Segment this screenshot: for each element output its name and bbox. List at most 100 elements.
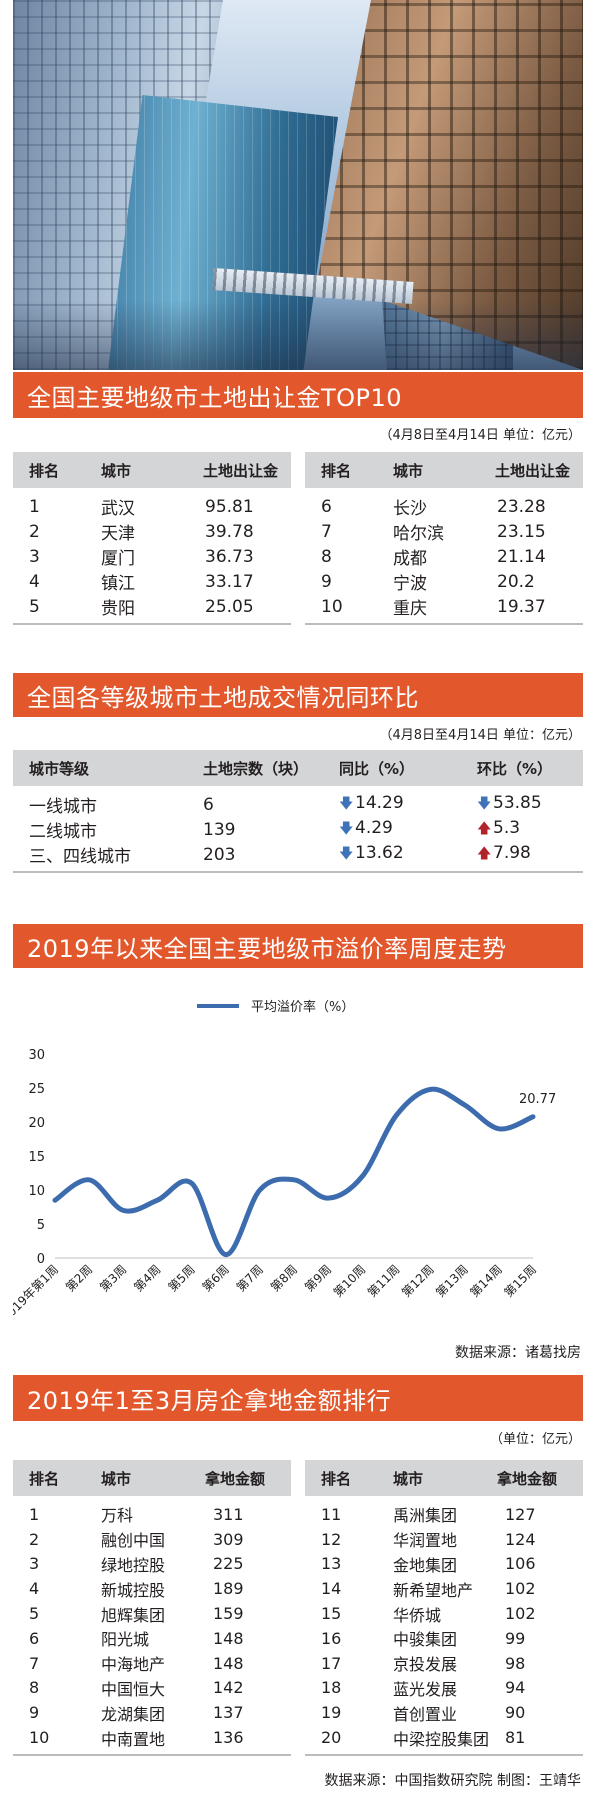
- rank: 3: [29, 1554, 40, 1574]
- rank: 13: [321, 1554, 342, 1574]
- table-row: 三、四线城市 203 🡇13.62 🡅7.98: [13, 842, 583, 868]
- arrow-down-icon: 🡇: [477, 795, 492, 812]
- city: 天津: [101, 524, 135, 544]
- amount: 127: [505, 1504, 536, 1524]
- header-grade: 城市等级: [29, 759, 90, 778]
- table-header: 排名 城市 土地出让金: [305, 452, 583, 488]
- table-row: 6 阳光城 148: [13, 1626, 291, 1651]
- rank: 18: [321, 1678, 342, 1698]
- amount: 142: [213, 1678, 244, 1698]
- rank: 6: [29, 1628, 40, 1648]
- amount: 106: [505, 1554, 536, 1574]
- city: 长沙: [393, 499, 427, 519]
- section-title-premium-chart: 2019年以来全国主要地级市溢价率周度走势: [13, 924, 583, 968]
- amount: 137: [213, 1703, 244, 1723]
- rank: 5: [29, 596, 40, 617]
- developer-name: 旭辉集团: [101, 1605, 166, 1625]
- rank: 19: [321, 1703, 342, 1723]
- developer-name: 华侨城: [393, 1605, 442, 1625]
- developer-ranking-table-left: 排名 城市 拿地金额 1 万科 311 2 融创中国 309 3 绿地控股 225 4 新城控股 18…: [13, 1460, 291, 1756]
- table-row: 8 成都 21.14: [305, 544, 583, 570]
- x-axis: 2019年第1周 第2周 第3周 第4周 第5周 第6周 第7周 第8周 第9周第10周第11周…: [0, 1257, 539, 1325]
- developer-ranking-table-right: 排名 城市 拿地金额 11 禹洲集团 127 12 华润置地 124 13 金地集团 106 14…: [305, 1460, 583, 1756]
- top10-table-right: 排名 城市 土地出让金 6 长沙 23.28 7 哈尔滨 23.15 8 成都 21.14 …: [305, 452, 583, 625]
- yoy-cell: 🡇14.29: [325, 793, 453, 817]
- table-row: 20 中梁控股集团 81: [305, 1725, 583, 1750]
- value: 36.73: [205, 546, 254, 567]
- x-tick-label: 第14周: [467, 1262, 505, 1300]
- city-grade-table: 城市等级 土地宗数（块） 同比（%） 环比（%） 一线城市 6 🡇14.29 🡇…: [13, 750, 583, 873]
- chart-source-note: 数据来源：诸葛找房: [455, 1345, 581, 1361]
- rank: 8: [321, 546, 332, 567]
- developer-name: 华润置地: [393, 1531, 458, 1551]
- x-tick-label: 第2周: [63, 1262, 95, 1294]
- top10-table-left: 排名 城市 土地出让金 1 武汉 95.81 2 天津 39.78 3 厦门 36.73 4…: [13, 452, 291, 625]
- count: 6: [203, 794, 214, 815]
- table-row: 13 金地集团 106: [305, 1552, 583, 1577]
- rank: 3: [29, 546, 40, 567]
- amount: 124: [505, 1529, 536, 1549]
- x-tick-label: 第5周: [165, 1262, 197, 1294]
- developer-name: 首创置业: [393, 1704, 458, 1724]
- rank: 5: [29, 1604, 40, 1624]
- amount: 94: [505, 1678, 526, 1698]
- section-title-developer-ranking: 2019年1至3月房企拿地金额排行: [13, 1375, 583, 1421]
- table-row: 19 首创置业 90: [305, 1700, 583, 1725]
- table-row: 11 禹洲集团 127: [305, 1502, 583, 1527]
- mom-value: 7.98: [493, 842, 531, 863]
- city: 厦门: [101, 549, 135, 569]
- rank: 9: [321, 571, 332, 592]
- table-header: 排名 城市 拿地金额: [13, 1460, 291, 1496]
- grade: 二线城市: [29, 822, 97, 842]
- table-row: 5 贵阳 25.05: [13, 594, 291, 620]
- table-header: 城市等级 土地宗数（块） 同比（%） 环比（%）: [13, 750, 583, 786]
- y-tick-label: 30: [28, 1048, 45, 1063]
- table-header: 排名 城市 拿地金额: [305, 1460, 583, 1496]
- developer-name: 蓝光发展: [393, 1679, 458, 1699]
- y-tick-label: 15: [28, 1150, 45, 1165]
- table-row: 9 龙湖集团 137: [13, 1700, 291, 1725]
- amount: 90: [505, 1703, 526, 1723]
- value: 95.81: [205, 496, 254, 517]
- x-tick-label: 第11周: [365, 1262, 403, 1300]
- table-row: 18 蓝光发展 94: [305, 1676, 583, 1701]
- arrow-down-icon: 🡇: [339, 795, 354, 812]
- rank: 6: [321, 496, 332, 517]
- developer-name: 金地集团: [393, 1555, 458, 1575]
- table-row: 16 中骏集团 99: [305, 1626, 583, 1651]
- header-value: 土地出让金: [203, 461, 279, 480]
- header-city: 城市: [393, 1469, 424, 1488]
- table-row: 1 武汉 95.81: [13, 494, 291, 520]
- city: 武汉: [101, 499, 135, 519]
- city: 哈尔滨: [393, 524, 444, 544]
- amount: 148: [213, 1653, 244, 1673]
- header-amount: 拿地金额: [205, 1469, 266, 1488]
- header-city: 城市: [393, 461, 424, 480]
- series-line-average-premium: [52, 1086, 536, 1258]
- table-row: 3 绿地控股 225: [13, 1552, 291, 1577]
- header-rank: 排名: [321, 1469, 352, 1488]
- y-tick-label: 20: [28, 1116, 45, 1131]
- amount: 81: [505, 1728, 526, 1748]
- value: 23.15: [497, 521, 546, 542]
- header-rank: 排名: [321, 461, 352, 480]
- hero-cityscape-image: [13, 0, 583, 370]
- amount: 311: [213, 1504, 244, 1524]
- rank: 15: [321, 1604, 342, 1624]
- mom-value: 53.85: [493, 792, 542, 813]
- amount: 102: [505, 1604, 536, 1624]
- table-row: 7 中海地产 148: [13, 1651, 291, 1676]
- value: 33.17: [205, 571, 254, 592]
- table-row: 1 万科 311: [13, 1502, 291, 1527]
- developer-name: 万科: [101, 1506, 134, 1526]
- chart-svg: 平均溢价率（%） 051015202530 2019年第1周 第2周 第3周 第4周第…: [0, 999, 556, 1325]
- city: 宁波: [393, 574, 427, 594]
- rank: 17: [321, 1653, 342, 1673]
- amount: 98: [505, 1653, 526, 1673]
- value: 23.28: [497, 496, 546, 517]
- rank: 10: [29, 1728, 50, 1748]
- table-header: 排名 城市 土地出让金: [13, 452, 291, 488]
- y-tick-label: 0: [37, 1252, 45, 1267]
- developer-name: 龙湖集团: [101, 1704, 166, 1724]
- city: 成都: [393, 549, 427, 569]
